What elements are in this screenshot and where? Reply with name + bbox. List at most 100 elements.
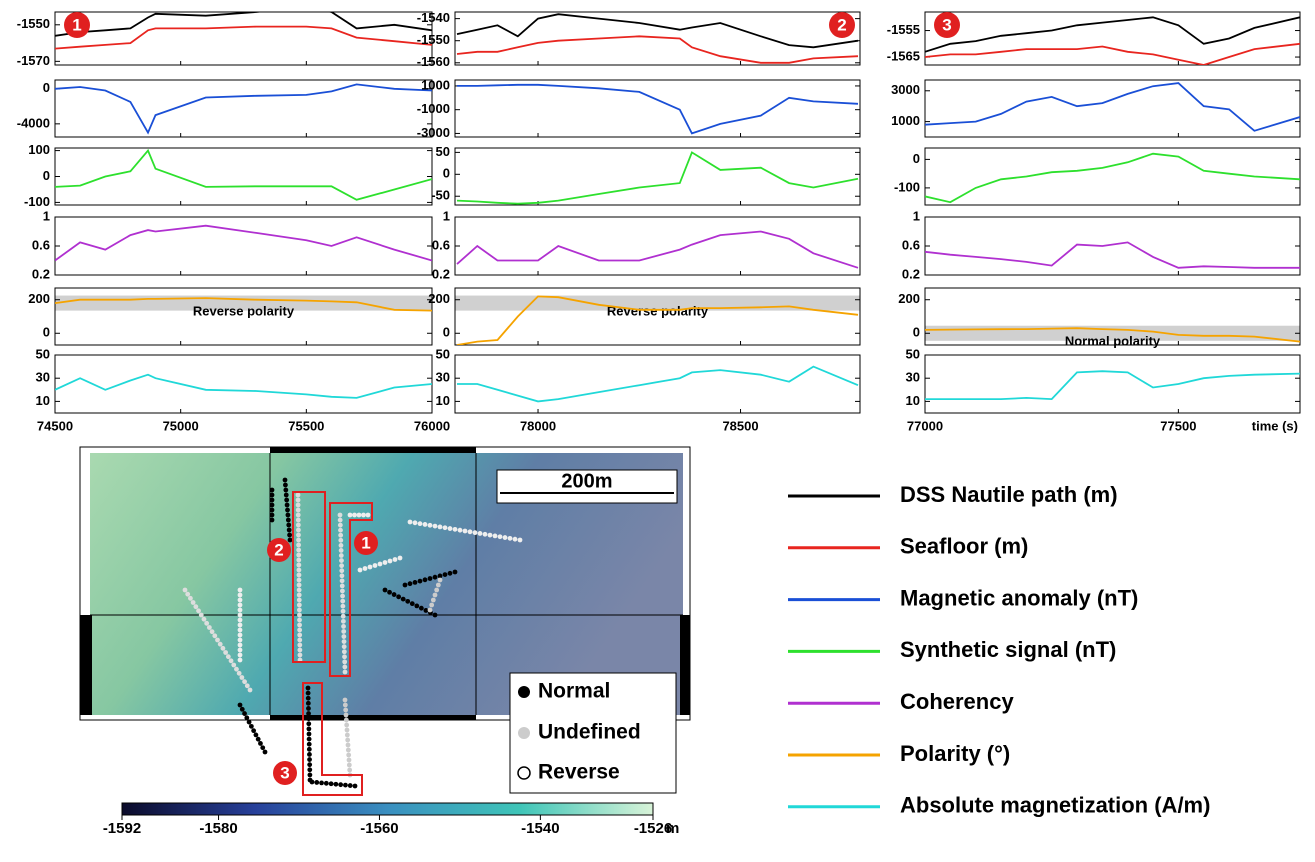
track-dot (296, 498, 301, 503)
track-dot (347, 758, 352, 763)
track-dot (307, 772, 312, 777)
panel-frame (455, 217, 860, 275)
panel-frame (925, 80, 1300, 137)
track-dot (238, 608, 243, 613)
legend-dot (518, 686, 530, 698)
annotation: Reverse polarity (607, 304, 709, 319)
track-dot (283, 478, 288, 483)
track-dot (306, 716, 311, 721)
panel-frame (455, 12, 860, 65)
panel-frame (55, 355, 432, 413)
track-dot (383, 588, 388, 593)
figure: 200m Normal Undefined Reverse 1 2 3 -159… (0, 0, 1315, 862)
track-dot (286, 518, 291, 523)
badge-label: 2 (274, 540, 283, 559)
y-tick-label: 0.2 (432, 266, 450, 281)
series-line (457, 232, 858, 268)
y-tick-label: -1570 (17, 53, 50, 68)
series-line (925, 154, 1300, 203)
y-tick-label: 50 (436, 346, 450, 361)
y-tick-label: 0 (443, 325, 450, 340)
y-tick-label: 30 (436, 370, 450, 385)
track-dot (341, 624, 346, 629)
legend-dot (518, 727, 530, 739)
track-dot (342, 649, 347, 654)
track-dot (258, 741, 263, 746)
legend-label: Synthetic signal (nT) (900, 637, 1116, 662)
track-dot (307, 737, 312, 742)
track-dot (296, 558, 301, 563)
track-dot (346, 753, 351, 758)
colorbar-label: -1560 (360, 820, 398, 837)
track-dot (306, 701, 311, 706)
track-dot (298, 653, 303, 658)
track-dot (283, 488, 288, 493)
track-dot (344, 718, 349, 723)
track-dot (433, 593, 438, 598)
track-dot (297, 583, 302, 588)
track-dot (518, 538, 523, 543)
track-dot (297, 573, 302, 578)
y-tick-label: -1555 (887, 22, 920, 37)
track-dot (346, 748, 351, 753)
y-tick-label: 30 (36, 370, 50, 385)
legend-label: Polarity (°) (900, 741, 1010, 766)
track-dot (310, 780, 315, 785)
y-tick-label: 0.6 (32, 237, 50, 252)
track-dot (342, 665, 347, 670)
track-dot (513, 537, 518, 542)
y-tick-label: -1560 (417, 54, 450, 69)
y-tick-label: 0.2 (902, 266, 920, 281)
track-dot (288, 538, 293, 543)
badge-label: 1 (72, 15, 81, 34)
x-axis-label: time (s) (1252, 418, 1298, 433)
track-dot (297, 628, 302, 633)
track-dot (263, 750, 268, 755)
track-dot (361, 513, 366, 518)
track-dot (296, 563, 301, 568)
track-dot (297, 593, 302, 598)
y-tick-label: 10 (436, 393, 450, 408)
track-dot (306, 726, 311, 731)
track-dot (218, 642, 223, 647)
track-dot (473, 530, 478, 535)
track-dot (413, 580, 418, 585)
track-dot (508, 536, 513, 541)
track-dot (238, 658, 243, 663)
track-dot (319, 780, 324, 785)
track-dot (240, 707, 245, 712)
track-dot (448, 526, 453, 531)
series-line (55, 375, 432, 398)
annotation: Normal polarity (1065, 334, 1161, 349)
track-dot (238, 653, 243, 658)
y-tick-label: -4000 (17, 115, 50, 130)
track-dot (238, 598, 243, 603)
y-tick-label: 0 (913, 151, 920, 166)
track-dot (296, 553, 301, 558)
track-dot (307, 747, 312, 752)
colorbar (122, 803, 653, 815)
track-dot (239, 675, 244, 680)
track-dot (338, 538, 343, 543)
track-dot (429, 603, 434, 608)
series-line (925, 44, 1300, 65)
track-dot (343, 708, 348, 713)
track-dot (433, 524, 438, 529)
track-dot (340, 584, 345, 589)
track-dot (342, 659, 347, 664)
series-line (457, 85, 858, 134)
track-dot (342, 639, 347, 644)
track-dot (366, 513, 371, 518)
track-dot (245, 683, 250, 688)
track-dot (428, 576, 433, 581)
track-dot (498, 534, 503, 539)
track-dot (212, 633, 217, 638)
track-dot (296, 518, 301, 523)
map-border (680, 615, 690, 715)
panel-frame (925, 355, 1300, 413)
track-dot (199, 613, 204, 618)
track-dot (307, 762, 312, 767)
y-tick-label: 10 (906, 393, 920, 408)
track-dot (286, 513, 291, 518)
track-dot (343, 783, 348, 788)
